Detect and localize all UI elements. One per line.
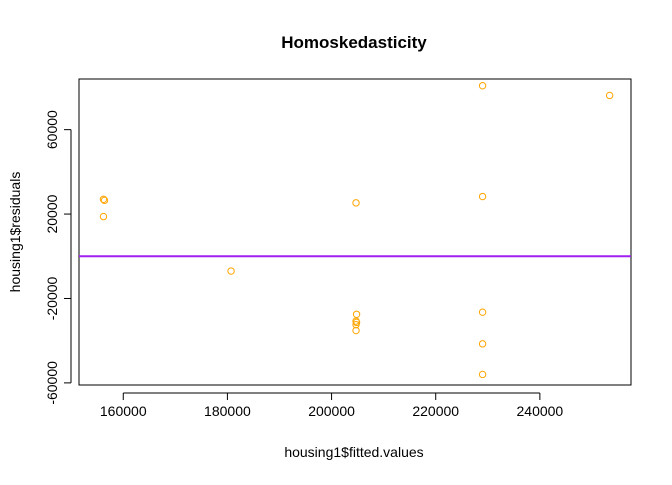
data-point bbox=[478, 370, 487, 379]
y-axis-label: housing1$residuals bbox=[7, 172, 23, 293]
data-point bbox=[99, 195, 108, 203]
x-tick-label: 220000 bbox=[412, 403, 459, 419]
data-point bbox=[352, 199, 360, 207]
data-point bbox=[478, 340, 487, 348]
chart-title: Homoskedasticity bbox=[281, 33, 427, 52]
plot-area: 160000 180000 200000 220000 240000 -60000 -200… bbox=[44, 78, 632, 419]
y-tick-label: -60000 bbox=[44, 361, 60, 405]
data-point bbox=[478, 192, 487, 201]
y-tick-label: 20000 bbox=[44, 194, 60, 233]
data-point bbox=[478, 82, 487, 90]
data-point bbox=[352, 326, 360, 335]
plot-frame bbox=[78, 78, 632, 386]
data-point bbox=[352, 310, 361, 319]
data-point bbox=[100, 196, 109, 205]
x-tick-label: 180000 bbox=[204, 403, 251, 419]
data-point bbox=[478, 308, 487, 316]
y-tick-label: 60000 bbox=[44, 110, 60, 149]
x-axis-label: housing1$fitted.values bbox=[284, 444, 423, 460]
x-tick-label: 200000 bbox=[308, 403, 355, 419]
data-point bbox=[99, 212, 108, 221]
data-point bbox=[227, 267, 235, 275]
x-tick-label: 240000 bbox=[517, 403, 564, 419]
x-tick-label: 160000 bbox=[100, 403, 147, 419]
y-tick-label: -20000 bbox=[44, 276, 60, 320]
data-point bbox=[605, 91, 614, 100]
